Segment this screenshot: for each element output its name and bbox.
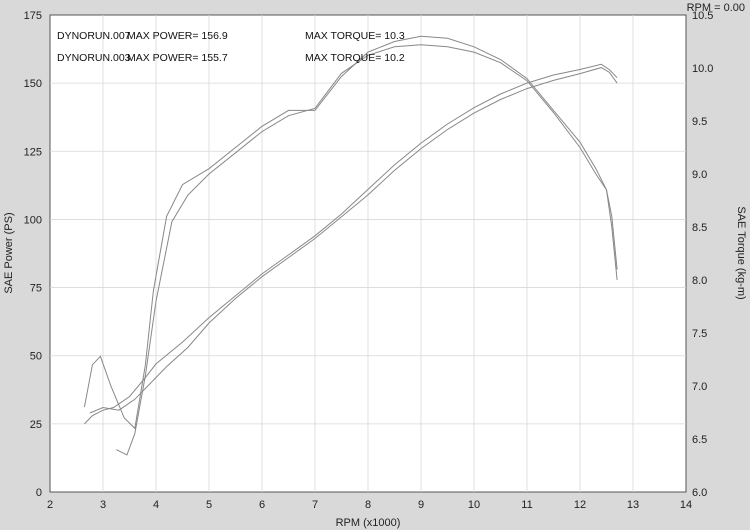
x-tick-label: 3: [100, 499, 106, 511]
legend-run-2-max-power: MAX POWER= 155.7: [127, 52, 228, 64]
right-y-tick-label: 9.5: [692, 116, 707, 128]
x-tick-label: 5: [206, 499, 212, 511]
x-tick-label: 7: [312, 499, 318, 511]
corner-rpm-readout: RPM = 0.00: [687, 2, 745, 14]
x-tick-label: 4: [153, 499, 159, 511]
power-curve-1: [84, 63, 618, 425]
x-tick-label: 11: [521, 499, 532, 511]
right-y-tick-label: 7.0: [692, 381, 707, 393]
left-y-tick-label: 75: [30, 283, 42, 295]
x-tick-label: 13: [627, 499, 639, 511]
right-y-axis-title: SAE Torque (kg-m): [735, 206, 747, 299]
left-y-tick-label: 175: [24, 10, 42, 22]
x-tick-label: 14: [680, 499, 692, 511]
right-y-tick-label: 8.0: [692, 275, 707, 287]
x-tick-label: 6: [259, 499, 265, 511]
power-curve-2: [89, 67, 618, 414]
torque-curve-2: [116, 44, 618, 456]
left-y-tick-label: 100: [24, 214, 42, 226]
legend-run-2-max-torque: MAX TORQUE= 10.2: [305, 52, 405, 64]
legend: DYNORUN.007 MAX POWER= 156.9 MAX TORQUE=…: [57, 30, 405, 64]
left-y-tick-label: 150: [24, 78, 42, 90]
left-y-tick-label: 50: [30, 351, 42, 363]
right-y-tick-label: 8.5: [692, 222, 707, 234]
x-axis-ticks: 2 3 4 5 6 7 8 9 10 11 12 13 14: [47, 499, 692, 511]
legend-run-1-max-power: MAX POWER= 156.9: [127, 30, 228, 42]
torque-curve-1: [83, 35, 618, 430]
x-tick-label: 10: [468, 499, 480, 511]
left-y-tick-label: 25: [30, 419, 42, 431]
right-y-tick-label: 10.0: [692, 63, 713, 75]
legend-run-1-name: DYNORUN.007: [57, 30, 131, 42]
x-tick-label: 8: [365, 499, 371, 511]
left-y-axis-ticks: 0 25 50 75 100 125 150 175: [24, 10, 42, 499]
x-tick-label: 2: [47, 499, 53, 511]
series-lines: [83, 35, 618, 456]
x-tick-label: 12: [574, 499, 586, 511]
x-axis-title: RPM (x1000): [336, 517, 401, 529]
legend-run-2-name: DYNORUN.003: [57, 52, 131, 64]
left-y-tick-label: 0: [36, 487, 42, 499]
grid-lines: [50, 15, 686, 492]
right-y-tick-label: 10.5: [692, 10, 713, 22]
right-y-tick-label: 9.0: [692, 169, 707, 181]
right-y-tick-label: 7.5: [692, 328, 707, 340]
right-y-tick-label: 6.0: [692, 487, 707, 499]
left-y-tick-label: 125: [24, 146, 42, 158]
left-y-axis-title: SAE Power (PS): [3, 212, 15, 293]
right-y-axis-ticks: 6.0 6.5 7.0 7.5 8.0 8.5 9.0 9.5 10.0 10.5: [692, 10, 713, 499]
legend-run-1-max-torque: MAX TORQUE= 10.3: [305, 30, 405, 42]
right-y-tick-label: 6.5: [692, 434, 707, 446]
x-tick-label: 9: [418, 499, 424, 511]
